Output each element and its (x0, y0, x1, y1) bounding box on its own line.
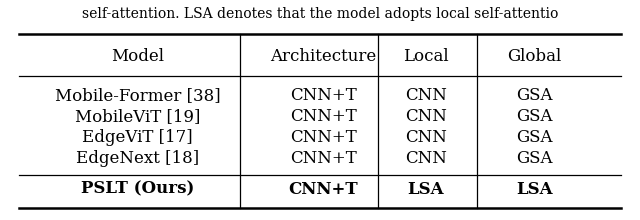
Text: Architecture: Architecture (270, 48, 376, 65)
Text: CNN: CNN (404, 108, 447, 125)
Text: EdgeViT [17]: EdgeViT [17] (83, 129, 193, 146)
Text: EdgeNext [18]: EdgeNext [18] (76, 150, 199, 167)
Text: LSA: LSA (407, 181, 444, 198)
Text: GSA: GSA (516, 129, 553, 146)
Text: CNN+T: CNN+T (290, 150, 356, 167)
Text: Mobile-Former [38]: Mobile-Former [38] (55, 87, 220, 104)
Text: Global: Global (508, 48, 561, 65)
Text: self-attention. LSA denotes that the model adopts local self-attentio: self-attention. LSA denotes that the mod… (82, 7, 558, 21)
Text: CNN+T: CNN+T (289, 181, 358, 198)
Text: Model: Model (111, 48, 164, 65)
Text: GSA: GSA (516, 87, 553, 104)
Text: CNN: CNN (404, 87, 447, 104)
Text: CNN: CNN (404, 129, 447, 146)
Text: MobileViT [19]: MobileViT [19] (75, 108, 200, 125)
Text: LSA: LSA (516, 181, 553, 198)
Text: GSA: GSA (516, 150, 553, 167)
Text: CNN+T: CNN+T (290, 87, 356, 104)
Text: CNN: CNN (404, 150, 447, 167)
Text: GSA: GSA (516, 108, 553, 125)
Text: CNN+T: CNN+T (290, 129, 356, 146)
Text: Local: Local (403, 48, 449, 65)
Text: CNN+T: CNN+T (290, 108, 356, 125)
Text: PSLT (Ours): PSLT (Ours) (81, 181, 195, 198)
